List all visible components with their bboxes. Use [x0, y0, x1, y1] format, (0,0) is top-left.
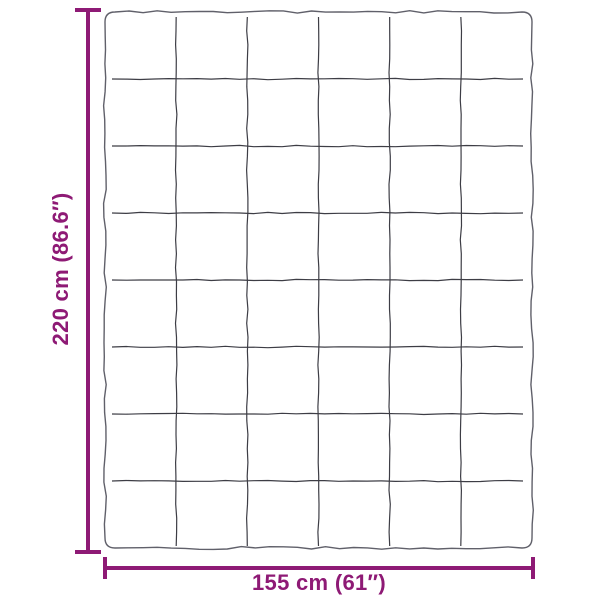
quilt-grid-horizontal-line [111, 278, 524, 282]
blanket [102, 9, 535, 551]
quilt-grid-horizontal-line [111, 211, 524, 215]
width-dimension-label: 155 cm (61″) [252, 570, 386, 595]
quilt-grid-horizontal-line [111, 77, 524, 81]
quilt-grid-vertical-line [459, 16, 463, 547]
dimension-lines [75, 8, 535, 579]
quilt-grid-horizontal-line [111, 345, 524, 349]
quilt-grid-horizontal-line [111, 479, 524, 483]
quilt-grid-vertical-line [388, 16, 391, 547]
quilt-grid-horizontal-line [112, 144, 524, 148]
blanket-outline [102, 9, 535, 551]
height-dimension-label: 220 cm (86.6″) [48, 192, 73, 346]
quilt-grid-vertical-line [317, 16, 320, 547]
quilt-grid-horizontal-line [111, 412, 524, 416]
quilt-grid-vertical-line [245, 16, 249, 547]
quilt-grid-lines [111, 16, 524, 547]
quilt-grid-vertical-line [174, 16, 178, 547]
